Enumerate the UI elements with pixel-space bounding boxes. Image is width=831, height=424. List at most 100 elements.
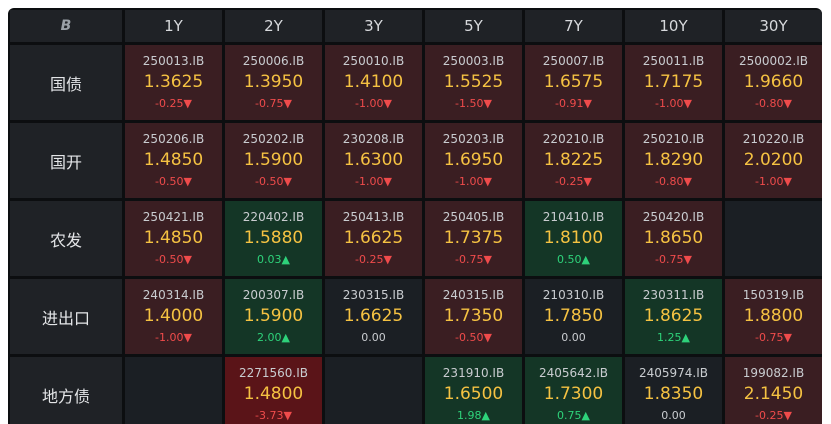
bond-code: 220402.IB — [242, 209, 305, 224]
quote-cell[interactable]: 240315.IB 1.7350 -0.50▼ — [425, 279, 522, 354]
yield-change: -0.75▼ — [455, 252, 492, 266]
quote-cell[interactable]: 220210.IB 1.8225 -0.25▼ — [525, 123, 622, 198]
yield-change: 0.03▲ — [257, 252, 290, 266]
bond-code: 150319.IB — [742, 287, 805, 302]
empty-cell — [725, 201, 822, 276]
yield-rate: 1.8100 — [543, 227, 604, 248]
yield-rate: 1.7850 — [543, 305, 604, 326]
quote-cell[interactable]: 2405642.IB 1.7300 0.75▲ — [525, 357, 622, 424]
yield-change: -0.25▼ — [555, 174, 592, 188]
bond-code: 200307.IB — [242, 287, 305, 302]
quote-cell[interactable]: 250421.IB 1.4850 -0.50▼ — [125, 201, 222, 276]
quote-cell[interactable]: 240314.IB 1.4000 -1.00▼ — [125, 279, 222, 354]
yield-rate: 1.8625 — [643, 305, 704, 326]
yield-rate: 1.4850 — [143, 227, 204, 248]
quote-cell[interactable]: 210410.IB 1.8100 0.50▲ — [525, 201, 622, 276]
bond-code: 231910.IB — [442, 365, 505, 380]
quote-cell[interactable]: 2500002.IB 1.9660 -0.80▼ — [725, 45, 822, 120]
yield-change: -1.00▼ — [155, 330, 192, 344]
yield-rate: 1.5900 — [243, 305, 304, 326]
quote-cell[interactable]: 250013.IB 1.3625 -0.25▼ — [125, 45, 222, 120]
bond-code: 250210.IB — [642, 131, 705, 146]
logo-icon: B — [10, 10, 122, 42]
quote-cell[interactable]: 250405.IB 1.7375 -0.75▼ — [425, 201, 522, 276]
yield-rate: 1.3950 — [243, 71, 304, 92]
quote-cell[interactable]: 250007.IB 1.6575 -0.91▼ — [525, 45, 622, 120]
bond-yield-board: B 1Y 2Y 3Y 5Y 7Y 10Y 30Y 国债 250013.IB 1.3625 -0.25… — [8, 8, 822, 424]
yield-rate: 1.7375 — [443, 227, 504, 248]
yield-rate: 1.7300 — [543, 383, 604, 404]
bond-code: 2405642.IB — [538, 365, 609, 380]
quote-cell[interactable]: 200307.IB 1.5900 2.00▲ — [225, 279, 322, 354]
bond-type-label: 国债 — [10, 45, 122, 120]
tenor-header[interactable]: 5Y — [425, 10, 522, 42]
yield-rate: 1.6500 — [443, 383, 504, 404]
tenor-header[interactable]: 30Y — [725, 10, 822, 42]
bond-code: 250421.IB — [142, 209, 205, 224]
quote-cell[interactable]: 2271560.IB 1.4800 -3.73▼ — [225, 357, 322, 424]
bond-code: 250206.IB — [142, 131, 205, 146]
tenor-header[interactable]: 3Y — [325, 10, 422, 42]
quote-cell[interactable]: 250413.IB 1.6625 -0.25▼ — [325, 201, 422, 276]
quote-cell[interactable]: 250003.IB 1.5525 -1.50▼ — [425, 45, 522, 120]
yield-change: -0.25▼ — [155, 96, 192, 110]
bond-code: 250203.IB — [442, 131, 505, 146]
empty-cell — [125, 357, 222, 424]
yield-change: -0.50▼ — [155, 174, 192, 188]
bond-code: 250007.IB — [542, 53, 605, 68]
quote-cell[interactable]: 210220.IB 2.0200 -1.00▼ — [725, 123, 822, 198]
quote-cell[interactable]: 220402.IB 1.5880 0.03▲ — [225, 201, 322, 276]
yield-change: -1.00▼ — [655, 96, 692, 110]
bond-code: 250013.IB — [142, 53, 205, 68]
yield-change: -0.75▼ — [755, 330, 792, 344]
quote-cell[interactable]: 250202.IB 1.5900 -0.50▼ — [225, 123, 322, 198]
bond-code: 230208.IB — [342, 131, 405, 146]
yield-change: -0.80▼ — [655, 174, 692, 188]
tenor-header[interactable]: 10Y — [625, 10, 722, 42]
quote-cell[interactable]: 250420.IB 1.8650 -0.75▼ — [625, 201, 722, 276]
tenor-header[interactable]: 7Y — [525, 10, 622, 42]
bond-code: 2405974.IB — [638, 365, 709, 380]
yield-change: 0.50▲ — [557, 252, 590, 266]
yield-change: 0.00 — [361, 330, 386, 344]
bond-code: 210220.IB — [742, 131, 805, 146]
bond-code: 250010.IB — [342, 53, 405, 68]
quote-cell[interactable]: 2405974.IB 1.8350 0.00 — [625, 357, 722, 424]
yield-rate: 1.8650 — [643, 227, 704, 248]
quote-cell[interactable]: 210310.IB 1.7850 0.00 — [525, 279, 622, 354]
yield-change: -0.91▼ — [555, 96, 592, 110]
tenor-header[interactable]: 2Y — [225, 10, 322, 42]
quote-cell[interactable]: 250206.IB 1.4850 -0.50▼ — [125, 123, 222, 198]
tenor-header[interactable]: 1Y — [125, 10, 222, 42]
quote-cell[interactable]: 250203.IB 1.6950 -1.00▼ — [425, 123, 522, 198]
quote-cell[interactable]: 250006.IB 1.3950 -0.75▼ — [225, 45, 322, 120]
quote-cell[interactable]: 250010.IB 1.4100 -1.00▼ — [325, 45, 422, 120]
quote-cell[interactable]: 230208.IB 1.6300 -1.00▼ — [325, 123, 422, 198]
yield-change: -0.50▼ — [255, 174, 292, 188]
quote-cell[interactable]: 250011.IB 1.7175 -1.00▼ — [625, 45, 722, 120]
yield-rate: 1.4800 — [243, 383, 304, 404]
yield-change: -0.25▼ — [355, 252, 392, 266]
yield-change: -3.73▼ — [255, 408, 292, 422]
yield-change: -1.00▼ — [355, 174, 392, 188]
yield-rate: 1.6575 — [543, 71, 604, 92]
yield-rate: 1.8350 — [643, 383, 704, 404]
yield-rate: 1.4100 — [343, 71, 404, 92]
yield-rate: 1.6625 — [343, 305, 404, 326]
yield-rate: 1.5525 — [443, 71, 504, 92]
quote-cell[interactable]: 250210.IB 1.8290 -0.80▼ — [625, 123, 722, 198]
yield-rate: 1.4850 — [143, 149, 204, 170]
bond-code: 250405.IB — [442, 209, 505, 224]
quote-cell[interactable]: 230311.IB 1.8625 1.25▲ — [625, 279, 722, 354]
yield-change: 0.00 — [661, 408, 686, 422]
yield-rate: 1.7350 — [443, 305, 504, 326]
yield-change: -1.50▼ — [455, 96, 492, 110]
yield-change: 0.75▲ — [557, 408, 590, 422]
quote-cell[interactable]: 230315.IB 1.6625 0.00 — [325, 279, 422, 354]
yield-rate: 1.6950 — [443, 149, 504, 170]
yield-rate: 1.6300 — [343, 149, 404, 170]
yield-change: -1.00▼ — [355, 96, 392, 110]
quote-cell[interactable]: 150319.IB 1.8800 -0.75▼ — [725, 279, 822, 354]
quote-cell[interactable]: 231910.IB 1.6500 1.98▲ — [425, 357, 522, 424]
quote-cell[interactable]: 199082.IB 2.1450 -0.25▼ — [725, 357, 822, 424]
